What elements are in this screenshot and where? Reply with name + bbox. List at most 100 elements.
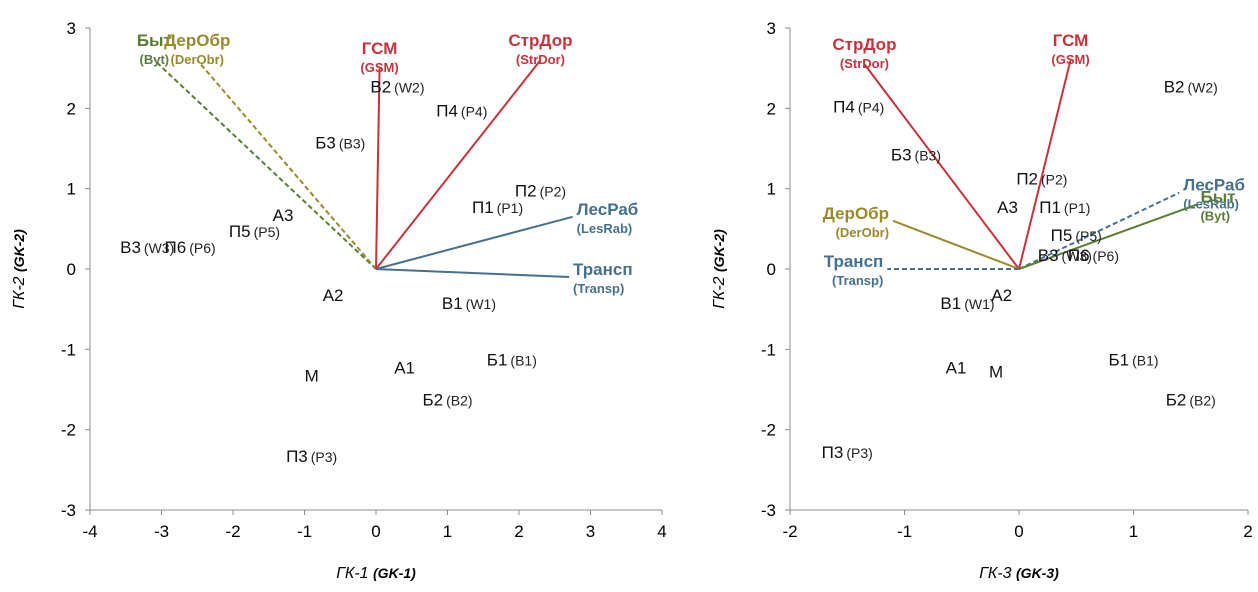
x-tick-label: -2 <box>225 522 240 541</box>
vector-byt <box>153 59 377 270</box>
y-tick-label: -1 <box>761 340 776 359</box>
point-label: В1 (W1) <box>940 294 994 313</box>
vector-label: ЛесРаб <box>577 200 639 219</box>
vector-alt-label: (Byt) <box>1200 209 1230 224</box>
point-label: П1 (P1) <box>1039 198 1090 217</box>
point-label: П3 (P3) <box>286 447 337 466</box>
vector-byt <box>1018 203 1197 270</box>
point-label: П6 (P6) <box>165 238 216 257</box>
x-tick-label: 1 <box>443 522 452 541</box>
point-label: П6 (P6) <box>1068 246 1119 265</box>
point-label: М <box>989 362 1003 381</box>
point-label: Б2 (B2) <box>422 391 472 410</box>
point-label: Б1 (B1) <box>1108 350 1158 369</box>
vector-gsm <box>375 68 381 270</box>
vector-label: ГСМ <box>362 39 398 58</box>
y-tick-label: -2 <box>61 421 76 440</box>
vector-lesrab <box>1018 191 1180 270</box>
point-label: П4 (P4) <box>436 101 487 120</box>
chart-panel-1: -3 -2 -1 0 1 2 3 -4 -3 -2 -1 0 1 2 3 4 ГК-1 (GK-1) ГК-2 (… <box>11 19 667 582</box>
vector-alt-label: (DerObr) <box>171 52 224 67</box>
vector-alt-label: (LesRab) <box>1183 197 1239 212</box>
point-label: П5 (P5) <box>1051 226 1102 245</box>
point-label: В3 (W3) <box>120 238 174 257</box>
y-tick-label: 1 <box>767 180 776 199</box>
point-label: А3 <box>273 206 294 225</box>
vector-label: Быт <box>137 31 172 50</box>
y-tick-label: -1 <box>61 340 76 359</box>
y-tick-label: 1 <box>67 180 76 199</box>
point-label: П2 (P2) <box>1016 170 1067 189</box>
y-tick-label: -2 <box>761 421 776 440</box>
vector-alt-label: (GSM) <box>1051 52 1089 67</box>
y-tick-label: 0 <box>767 260 776 279</box>
chart-panel-2: -3 -2 -1 0 1 2 3 -2 -1 0 1 2 ГК-3 (GK-3) ГК-2 (GK-2) С… <box>711 19 1253 582</box>
vector-label: ЛесРаб <box>1183 176 1245 195</box>
x-tick-label: 4 <box>657 522 666 541</box>
point-label: Б1 (B1) <box>487 350 537 369</box>
x-axis-label: ГК-3 (GK-3) <box>979 565 1059 582</box>
vector-lesrab <box>375 215 573 270</box>
vector-label: Трансп <box>824 252 884 271</box>
point-label: Б2 (B2) <box>1166 391 1216 410</box>
point-label: А3 <box>997 198 1018 217</box>
x-tick-label: -1 <box>897 522 912 541</box>
y-tick-label: 2 <box>767 99 776 118</box>
vector-alt-label: (StrDor) <box>516 52 565 67</box>
vector-label: СтрДор <box>832 35 896 54</box>
x-tick-label: -3 <box>154 522 169 541</box>
x-tick-label: 0 <box>371 522 380 541</box>
y-axis-label: ГК-2 (GK-2) <box>711 229 728 309</box>
vector-label: ГСМ <box>1053 31 1089 50</box>
y-axis-label: ГК-2 (GK-2) <box>11 229 28 309</box>
point-label: П1 (P1) <box>472 198 523 217</box>
x-tick-label: 2 <box>1243 522 1252 541</box>
vector-label: Быт <box>1200 188 1235 207</box>
vector-label: ДерОбр <box>823 204 889 223</box>
vector-derobr <box>196 59 377 270</box>
vector-alt-label: (LesRab) <box>577 221 633 236</box>
x-tick-label: 1 <box>1129 522 1138 541</box>
x-tick-label: 3 <box>586 522 595 541</box>
x-tick-label: 2 <box>514 522 523 541</box>
point-label: П5 (P5) <box>229 222 280 241</box>
x-tick-label: 0 <box>1014 522 1023 541</box>
point-label: П2 (P2) <box>515 182 566 201</box>
point-label: В1 (W1) <box>442 294 496 313</box>
point-label: В3 (W3) <box>1038 246 1092 265</box>
vector-alt-label: (StrDor) <box>840 56 889 71</box>
x-tick-label: -2 <box>782 522 797 541</box>
point-label: Б3 (B3) <box>315 134 365 153</box>
vector-alt-label: (DerObr) <box>836 225 889 240</box>
vector-strdor <box>863 63 1020 270</box>
point-label: В2 (W2) <box>370 77 424 96</box>
y-tick-label: 3 <box>767 19 776 38</box>
vector-label: Трансп <box>573 260 633 279</box>
point-label: Б3 (B3) <box>891 146 941 165</box>
x-tick-label: -1 <box>297 522 312 541</box>
point-label: М <box>305 366 319 385</box>
point-label: В2 (W2) <box>1164 77 1218 96</box>
x-tick-label: -4 <box>82 522 97 541</box>
point-label: А2 <box>323 286 344 305</box>
y-tick-label: -3 <box>61 501 76 520</box>
vector-alt-label: (Transp) <box>573 281 624 296</box>
point-label: А1 <box>946 358 967 377</box>
x-axis-label: ГК-1 (GK-1) <box>336 565 416 582</box>
vector-label: ДерОбр <box>164 31 230 50</box>
point-label: П3 (P3) <box>822 443 873 462</box>
vector-derobr <box>892 219 1020 270</box>
vector-transp <box>375 268 570 279</box>
y-tick-label: 2 <box>67 99 76 118</box>
vector-gsm <box>1018 59 1072 270</box>
vector-alt-label: (Transp) <box>832 273 883 288</box>
y-tick-label: -3 <box>761 501 776 520</box>
vector-alt-label: (GSM) <box>360 60 398 75</box>
point-label: А2 <box>991 286 1012 305</box>
vector-strdor <box>375 59 542 270</box>
y-tick-label: 3 <box>67 19 76 38</box>
point-label: А1 <box>394 358 415 377</box>
y-tick-label: 0 <box>67 260 76 279</box>
